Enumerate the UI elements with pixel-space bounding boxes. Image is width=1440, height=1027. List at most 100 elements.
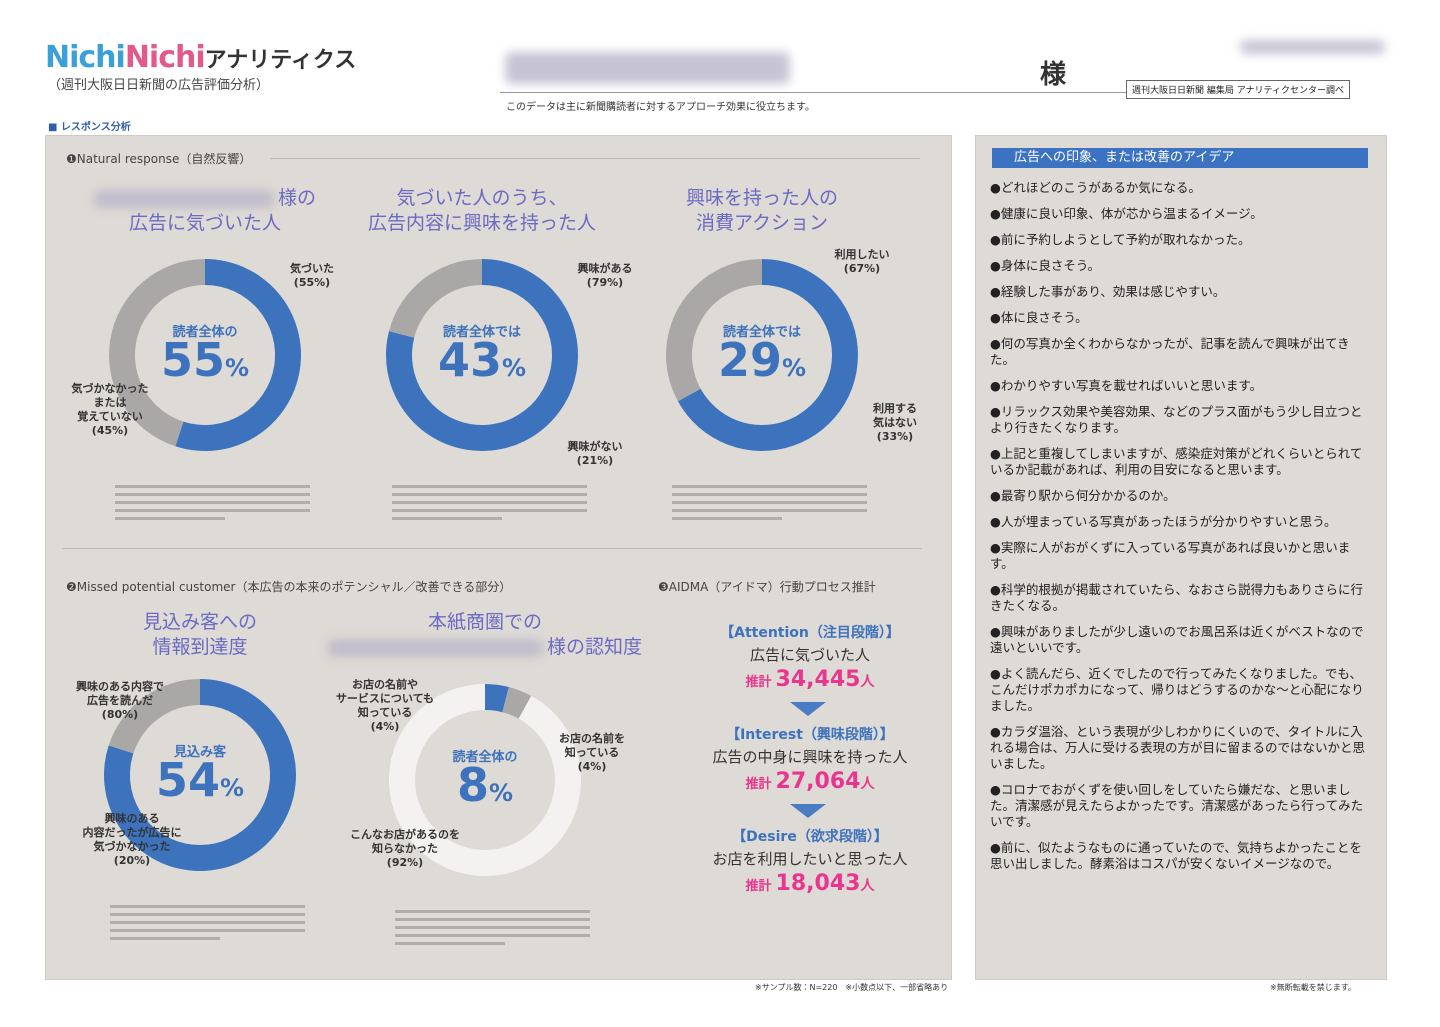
aidma-arrow: [790, 702, 826, 716]
estimate-value: 18,043: [775, 871, 861, 896]
segment-label-line: 気はない: [873, 416, 917, 429]
estimate-unit: 人: [860, 776, 875, 792]
source: 週刊大阪日日新聞 編集局 アナリティクセンター調べ: [1126, 80, 1351, 99]
center-label: 読者全体では: [442, 325, 521, 340]
donut-segment: [175, 259, 301, 451]
segment-value-label: (33%): [876, 430, 914, 443]
section-rule: [270, 158, 920, 159]
comment: ●リラックス効果や美容効果、などのプラス面がもう少し目立つとより行きたくなります…: [990, 404, 1363, 435]
donut-title: 様の認知度: [546, 636, 642, 658]
fine-print: [110, 913, 305, 916]
comment: ●科学的根拠が掲載されていたら、なおさら説得力もありさらに行きたくなる。: [990, 582, 1364, 613]
donut-segment: [666, 259, 762, 402]
segment-value-label: (4%): [577, 760, 607, 773]
aidma-stage: 【Interest（興味段階）】: [726, 727, 894, 743]
estimate-prefix: 推計: [745, 777, 772, 792]
segment-label-line: または: [93, 396, 127, 409]
center-unit: %: [501, 354, 527, 382]
subtitle: （週刊大阪日日新聞の広告評価分析）: [48, 78, 270, 93]
center-unit: %: [488, 779, 514, 807]
segment-label-line: こんなお店があるのを: [350, 828, 460, 841]
center-number: 55: [160, 333, 225, 387]
aidma-step: 【Desire（欲求段階）】 お店を利用したいと思った人 推計 18,043人: [660, 826, 960, 896]
segment-label: 利用したい (67%): [792, 248, 932, 276]
donut-title: 情報到達度: [152, 636, 248, 658]
segment-label-line: 興味がない: [567, 440, 623, 453]
segment-label-line: 気づいた: [290, 262, 334, 275]
center-label: 読者全体の: [452, 750, 518, 765]
donut-segment: [677, 259, 858, 452]
redacted-date: [1240, 40, 1385, 54]
estimate-prefix: 推計: [745, 675, 772, 690]
center-number: 29: [717, 333, 782, 387]
donut-title-line: 気づいた人のうち、: [282, 186, 682, 211]
donut-title-line: 様の: [5, 186, 405, 211]
fine-print: [392, 501, 587, 504]
comment: ●人が埋まっている写真があったほうが分かりやすいと思う。: [990, 514, 1337, 529]
segment-value-label: (67%): [843, 262, 881, 275]
brand-suffix: アナリティクス: [204, 48, 357, 73]
donut-title-line: 広告に気づいた人: [5, 211, 405, 236]
comment: ●何の写真か全くわからなかったが、記事を読んで興味が出てきた。: [990, 336, 1350, 367]
comment: ●どれほどのこうがあるか気になる。: [990, 180, 1201, 195]
comments-list: ●どれほどのこうがあるか気になる。 ●健康に良い印象、体が芯から温まるイメージ。 ●…: [990, 180, 1372, 882]
fine-print: [672, 485, 867, 488]
donut-title: 興味を持った人の: [685, 187, 838, 209]
section-title: ❷Missed potential customer（本広告の本来のポテンシャル…: [66, 580, 512, 594]
fine-print: [115, 493, 310, 496]
section-title: ❸AIDMA（アイドマ）行動プロセス推計: [658, 580, 876, 594]
comment: ●前に、似たようなものに通っていたので、気持ちよかったことを思い出しました。酵素…: [990, 840, 1362, 871]
segment-value-label: (80%): [101, 708, 139, 721]
aidma-stage: 【Desire（欲求段階）】: [732, 829, 888, 845]
donut-title: 消費アクション: [695, 212, 829, 234]
comments-title: 広告への印象、または改善のアイデア: [992, 148, 1368, 168]
center-value: 8%: [405, 758, 565, 812]
fine-print: [395, 926, 590, 929]
segment-label-line: 利用したい: [834, 248, 890, 261]
segment-label-line: サービスについても: [335, 692, 435, 705]
donut-segment: [389, 259, 482, 338]
fine-print: [115, 485, 310, 488]
fine-print: [110, 937, 220, 940]
donut-title-line: 広告内容に興味を持った人: [282, 211, 682, 236]
donut-title: 広告内容に興味を持った人: [367, 212, 596, 234]
fine-print: [392, 485, 587, 488]
donut-title-line: 本紙商圏での: [285, 610, 685, 635]
header-rule: [500, 92, 1130, 93]
segment-label: 興味がある (79%): [535, 262, 675, 290]
segment-value-label: (92%): [386, 856, 424, 869]
comment: ●わかりやすい写真を載せればいいと思います。: [990, 378, 1263, 393]
center-unit: %: [781, 354, 807, 382]
segment-label-line: 気づかなかった: [71, 382, 149, 395]
donut-title: 本紙商圏での: [427, 611, 542, 633]
section-tag: ■ レスポンス分析: [48, 122, 131, 133]
fine-print: [672, 509, 867, 512]
comment: ●前に予約しようとして予約が取れなかった。: [990, 232, 1251, 247]
donut-title-line: 興味を持った人の: [562, 186, 962, 211]
donut-segment: [485, 684, 509, 713]
fine-print: [115, 501, 310, 504]
fine-print: [672, 501, 867, 504]
redacted-client: [327, 638, 543, 657]
footnote: ※サンプル数：N=220 ※小数点以下、一部省略あり: [755, 983, 949, 992]
estimate-unit: 人: [860, 878, 875, 894]
segment-label-line: 興味のある: [104, 812, 160, 825]
estimate-unit: 人: [860, 674, 875, 690]
segment-label-line: 利用する: [873, 402, 917, 415]
honorific: 様: [1040, 60, 1067, 90]
segment-label: 興味がない (21%): [525, 440, 665, 468]
comment: ●経験した事があり、効果は感じやすい。: [990, 284, 1226, 299]
estimate-prefix: 推計: [745, 879, 772, 894]
segment-label-line: 覚えていない: [77, 410, 143, 423]
fine-print: [392, 509, 587, 512]
fine-print: [392, 517, 502, 520]
fine-print: [395, 942, 505, 945]
comment: ●興味がありましたが少し遠いのでお風呂系は近くがベストなので遠いといいです。: [990, 624, 1364, 655]
center-value: 43%: [402, 333, 562, 387]
segment-label-line: 気づかなかった: [93, 840, 171, 853]
aidma-step: 【Attention（注目段階）】 広告に気づいた人 推計 34,445人: [660, 622, 960, 692]
comment: ●身体に良さそう。: [990, 258, 1101, 273]
donut-title-line: 情報到達度: [0, 635, 400, 660]
footnote: ※無断転載を禁じます。: [1270, 983, 1356, 992]
